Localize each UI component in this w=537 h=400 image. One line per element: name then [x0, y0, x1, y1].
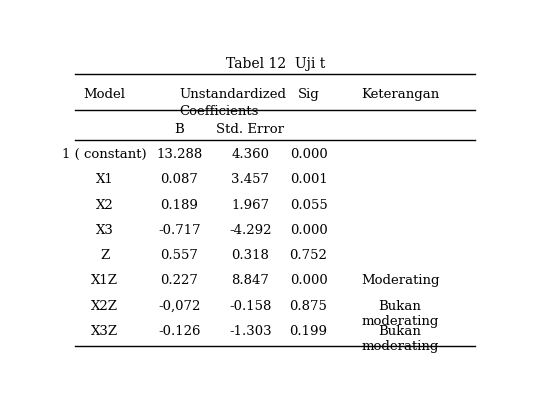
Text: X1Z: X1Z — [91, 274, 118, 287]
Text: X2Z: X2Z — [91, 300, 118, 313]
Text: -0,072: -0,072 — [158, 300, 201, 313]
Text: -4.292: -4.292 — [229, 224, 272, 237]
Text: 0.055: 0.055 — [289, 199, 328, 212]
Text: -0.158: -0.158 — [229, 300, 271, 313]
Text: Coefficients: Coefficients — [179, 105, 259, 118]
Text: 0.318: 0.318 — [231, 249, 269, 262]
Text: 8.847: 8.847 — [231, 274, 269, 287]
Text: 0.001: 0.001 — [289, 173, 328, 186]
Text: 4.360: 4.360 — [231, 148, 269, 161]
Text: 1 ( constant): 1 ( constant) — [62, 148, 147, 161]
Text: Bukan
moderating: Bukan moderating — [361, 325, 439, 353]
Text: Model: Model — [84, 88, 126, 101]
Text: Sig: Sig — [297, 88, 320, 101]
Text: 0.087: 0.087 — [161, 173, 199, 186]
Text: -0.717: -0.717 — [158, 224, 201, 237]
Text: 3.457: 3.457 — [231, 173, 269, 186]
Text: 0.000: 0.000 — [289, 274, 328, 287]
Text: 0.000: 0.000 — [289, 148, 328, 161]
Text: -0.126: -0.126 — [158, 325, 201, 338]
Text: Tabel 12  Uji t: Tabel 12 Uji t — [226, 57, 325, 71]
Text: B: B — [175, 124, 184, 136]
Text: Z: Z — [100, 249, 109, 262]
Text: -1.303: -1.303 — [229, 325, 272, 338]
Text: 13.288: 13.288 — [156, 148, 202, 161]
Text: 0.227: 0.227 — [161, 274, 199, 287]
Text: 0.557: 0.557 — [161, 249, 199, 262]
Text: Std. Error: Std. Error — [216, 124, 284, 136]
Text: X2: X2 — [96, 199, 113, 212]
Text: Keterangan: Keterangan — [361, 88, 439, 101]
Text: 1.967: 1.967 — [231, 199, 269, 212]
Text: 0.875: 0.875 — [289, 300, 328, 313]
Text: Moderating: Moderating — [361, 274, 439, 287]
Text: Bukan
moderating: Bukan moderating — [361, 300, 439, 328]
Text: 0.189: 0.189 — [161, 199, 199, 212]
Text: 0.199: 0.199 — [289, 325, 328, 338]
Text: X3: X3 — [96, 224, 113, 237]
Text: 0.752: 0.752 — [289, 249, 328, 262]
Text: 0.000: 0.000 — [289, 224, 328, 237]
Text: X3Z: X3Z — [91, 325, 118, 338]
Text: X1: X1 — [96, 173, 113, 186]
Text: Unstandardized: Unstandardized — [179, 88, 287, 101]
